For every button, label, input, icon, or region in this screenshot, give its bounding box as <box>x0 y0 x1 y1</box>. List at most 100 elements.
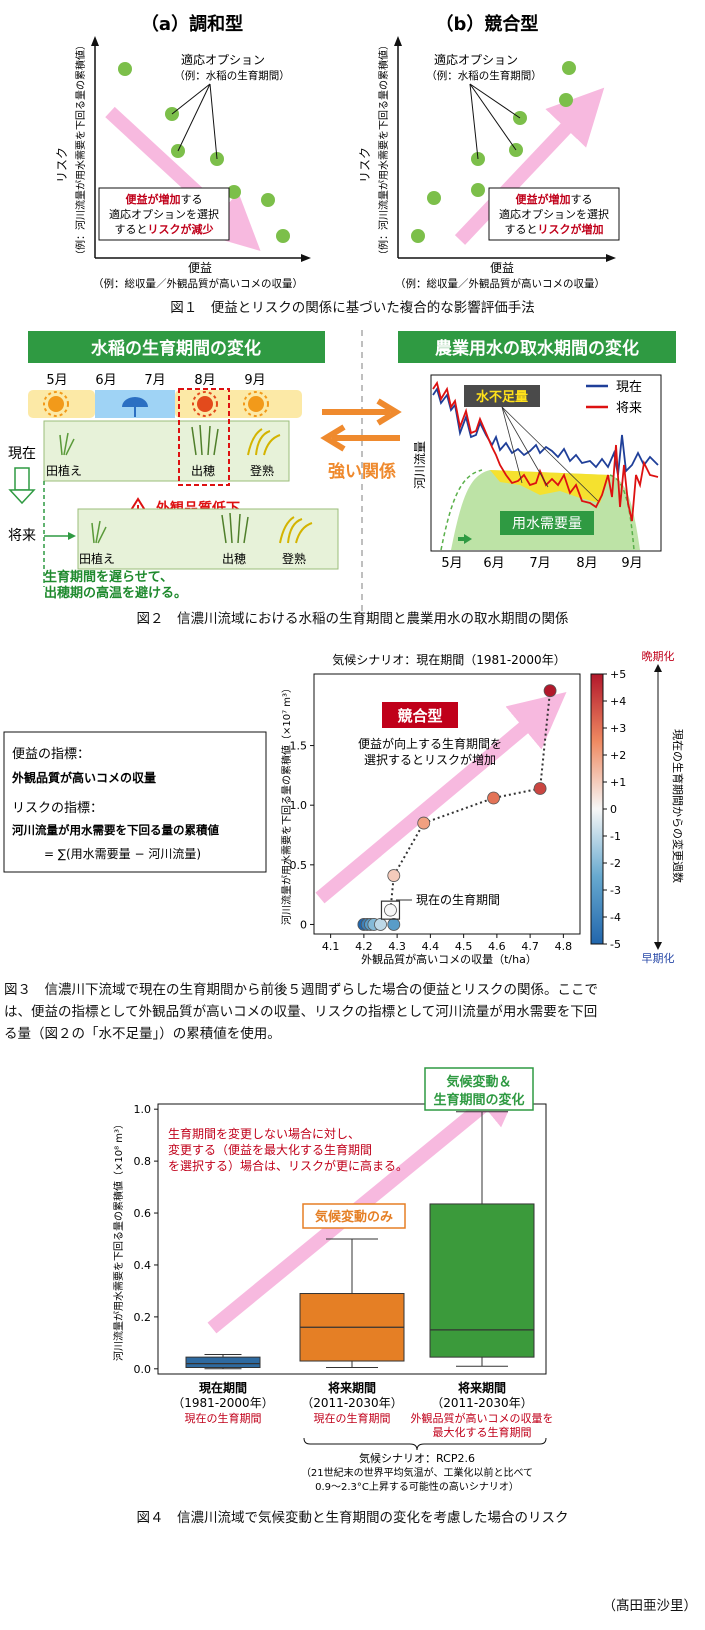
figure-1-svg: （a）調和型 適応オプション （例：水稲の生育期間） 便益が増加する 適応オプシ… <box>55 13 620 290</box>
info-box <box>3 731 267 873</box>
x-tick-label: 4.4 <box>422 940 440 953</box>
scatter-point <box>387 869 401 882</box>
scatter-point <box>387 918 401 931</box>
colorbar-tick-label: +5 <box>610 668 626 681</box>
box <box>429 1203 535 1358</box>
panel-b-title: （b）競合型 <box>436 13 539 35</box>
panel-a-box-l2: 適応オプションを選択 <box>109 207 219 221</box>
colorbar-tick-label: +3 <box>610 722 626 735</box>
figure-2-caption: 図２ 信濃川流域における水稲の生育期間と農業用水の取水期間の関係 <box>136 611 569 627</box>
colorbar-tick-label: -5 <box>610 938 621 951</box>
panel-b-option-label: 適応オプション <box>434 52 518 67</box>
stage-heading-future: 出穂 <box>222 552 246 566</box>
current-marker-box <box>380 900 401 920</box>
conflict-badge <box>382 702 458 728</box>
axis-month-8: 8月 <box>576 556 597 571</box>
scatter-point <box>543 684 557 698</box>
cat2-l2: （2011-2030年） <box>301 1396 402 1410</box>
scenario-title: 気候シナリオ：現在期間（1981-2000年） <box>332 652 565 667</box>
cat3-l4: 最大化する生育期間 <box>433 1425 532 1439</box>
panel-a-box-l1b: する <box>181 193 203 206</box>
cat3-l1: 将来期間 <box>458 1380 506 1395</box>
seedling-icon <box>59 432 75 456</box>
panel-b-box-l1b: する <box>571 193 593 206</box>
message-l2: 変更する（便益を最大化する生育期間 <box>168 1142 372 1157</box>
note-line-2: 出穂期の高温を避ける。 <box>44 585 187 601</box>
colorbar-tick-label: 0 <box>610 803 617 816</box>
demand-label: 用水需要量 <box>512 516 582 532</box>
stage-heading-now: 出穂 <box>191 464 215 478</box>
panel-a-box-l3b: リスクが減少 <box>148 222 214 236</box>
colorbar-tick-label: +1 <box>610 776 626 789</box>
colorbar-ticks: +5 +4 +3 +2 +1 0 -1 -2 -3 -4 -5 <box>603 668 626 951</box>
scatter-point <box>533 782 547 795</box>
y-tick-label: 0.8 <box>134 1155 152 1168</box>
scatter-points <box>357 684 557 931</box>
panel-a-option-example: （例：水稲の生育期間） <box>174 69 290 82</box>
panel-a-leader-lines <box>171 83 218 160</box>
umbrella-icon <box>122 397 148 417</box>
panel-b-xlabel: 便益 <box>490 261 514 275</box>
row-now-label: 現在 <box>8 446 36 462</box>
axis-month-7: 7月 <box>529 556 550 571</box>
y-tick-label: 1.0 <box>134 1103 152 1116</box>
panel-a-ylabel-sub: （例：河川流量が用水需要を下回る量の累積値） <box>74 40 87 260</box>
seedling-icon <box>91 520 107 544</box>
month-5: 5月 <box>46 373 67 388</box>
panel-b-leader-lines <box>469 83 521 160</box>
svg-text:するとリスクが減少: するとリスクが減少 <box>115 222 214 236</box>
left-header-bar <box>28 331 325 363</box>
panel-a-points <box>118 62 290 243</box>
y-tick-label: 0.5 <box>290 859 308 872</box>
y-tick-label: 0 <box>300 918 307 931</box>
message-l1: 生育期間を変更しない場合に対し、 <box>168 1126 360 1141</box>
panel-a-box-l1a: 便益が増加 <box>126 192 181 206</box>
info-benefit-heading: 便益の指標： <box>12 747 90 762</box>
x-tick-label: 4.5 <box>455 940 473 953</box>
figure-1: （a）調和型 適応オプション （例：水稲の生育期間） 便益が増加する 適応オプシ… <box>0 0 705 320</box>
colorbar-tick-label: -3 <box>610 884 621 897</box>
figure-4-svg: 気候変動＆ 生育期間の変化 気候変動のみ 生育期間を変更しない場合に対し、 変更… <box>112 1067 554 1493</box>
cat1-l2: （1981-2000年） <box>172 1396 273 1410</box>
panel-b-box <box>488 187 620 241</box>
panel-a-option-label: 適応オプション <box>181 52 265 67</box>
river-flow-label: 河川流量 <box>413 441 427 489</box>
colorbar <box>590 673 604 945</box>
y-tick-label: 1.5 <box>290 740 308 753</box>
right-header-bar <box>398 331 676 363</box>
current-period-label: 現在の生育期間 <box>416 892 500 907</box>
boxplots <box>185 1111 535 1370</box>
y-tick-label: 0.0 <box>134 1363 152 1376</box>
info-risk-heading: リスクの指標： <box>12 801 103 816</box>
y-tick-label: 0.4 <box>134 1259 152 1272</box>
info-benefit: 外観品質が高いコメの収量 <box>12 770 156 785</box>
right-header: 農業用水の取水期間の変化 <box>435 338 639 359</box>
scatter-point <box>417 816 431 830</box>
month-6: 6月 <box>95 373 116 388</box>
panel-a-xlabel: 便益 <box>188 261 212 275</box>
scatter-ylabel: 河川流量が用水需要を下回る量の累積値（×10⁷ m³） <box>280 683 293 925</box>
figure-3-svg: 便益の指標： 外観品質が高いコメの収量 リスクの指標： 河川流量が用水需要を下回… <box>3 649 685 966</box>
colorbar-bottom: 早期化 <box>642 951 675 965</box>
cat1-l3: 現在の生育期間 <box>185 1411 262 1425</box>
sun-icon <box>43 391 69 417</box>
axis-month-5: 5月 <box>441 556 462 571</box>
y-axis-ticks: 0 0.5 1.0 1.5 <box>290 740 314 931</box>
scatter-point <box>487 791 500 805</box>
panel-b-option-example: （例：水稲の生育期間） <box>426 69 542 82</box>
panel-a-box-l3a: すると <box>115 223 148 236</box>
sun-icon <box>243 391 269 417</box>
box-ylabel: 河川流量が用水需要を下回る量の累積値（×10⁸ m³） <box>112 1119 125 1361</box>
colorbar-tick-label: -1 <box>610 830 621 843</box>
colorbar-tick-label: +4 <box>610 695 626 708</box>
x-tick-label: 4.7 <box>521 940 539 953</box>
ripe-rice-icon <box>247 428 281 456</box>
down-arrow <box>8 467 36 505</box>
cc-badge <box>424 1067 534 1111</box>
cat2-l1: 将来期間 <box>328 1380 376 1395</box>
scatter-point <box>384 903 397 917</box>
conflict-badge-text: 競合型 <box>397 707 442 725</box>
message-l3: を選択する）場合は、リスクが更に高まる。 <box>168 1158 408 1173</box>
cc-badge-l1: 気候変動＆ <box>446 1074 511 1090</box>
colorbar-tick-label: +2 <box>610 749 626 762</box>
